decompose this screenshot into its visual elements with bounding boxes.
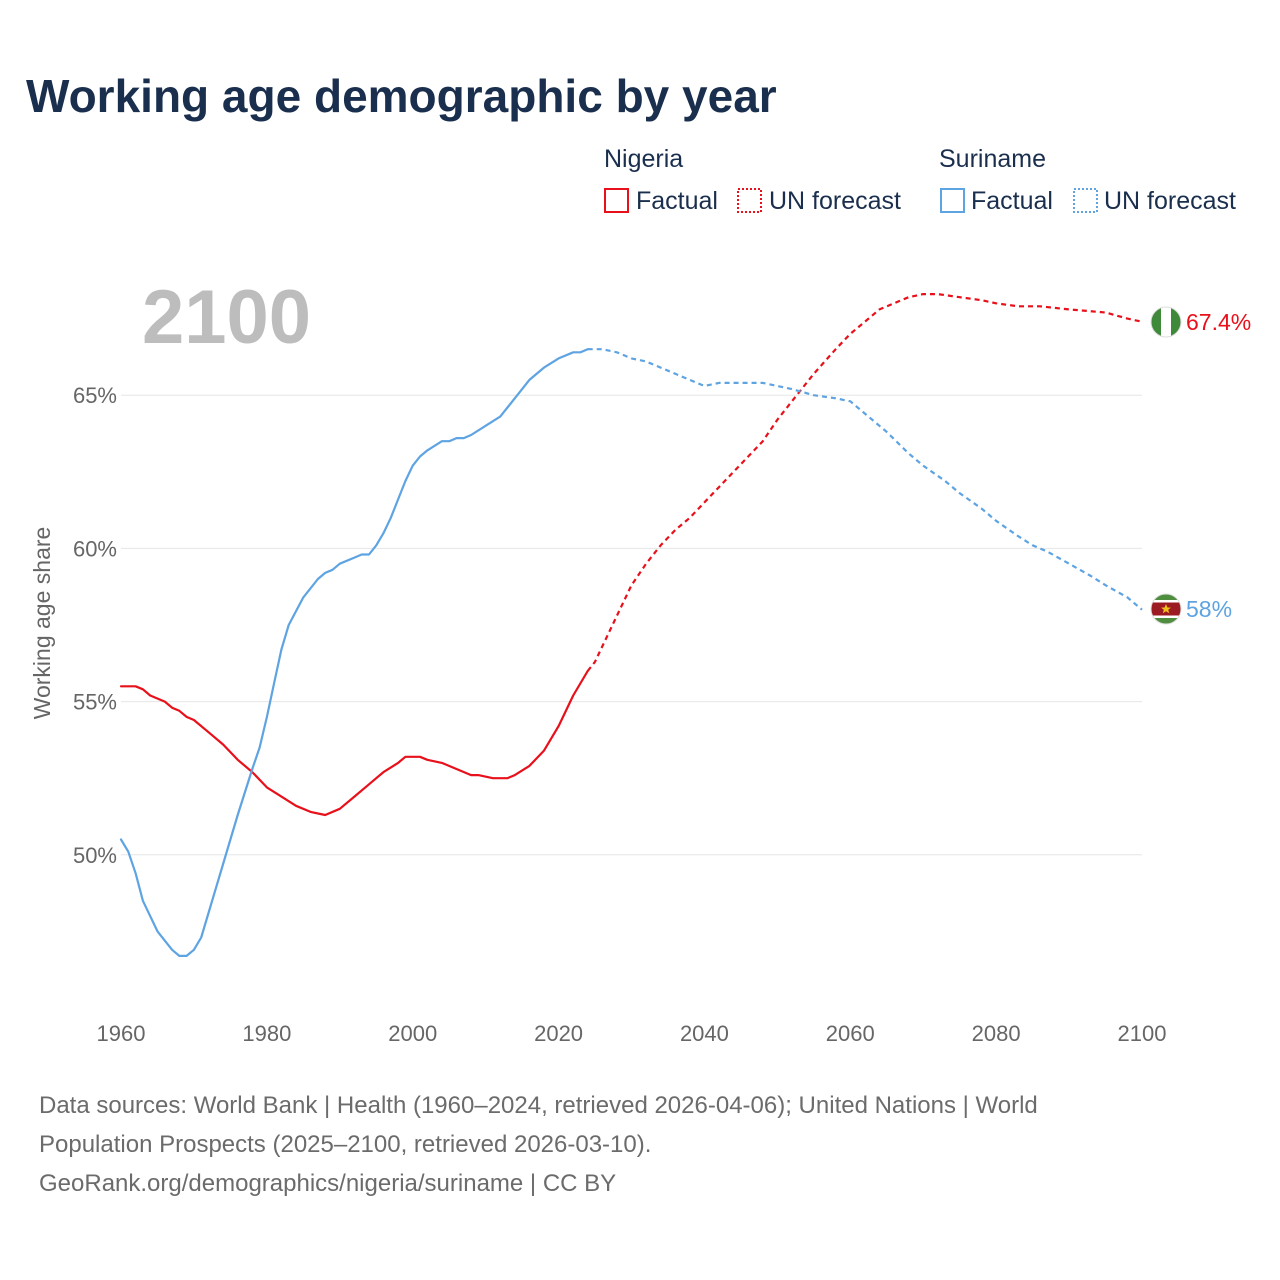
nigeria-flag-icon bbox=[1150, 306, 1182, 338]
axis-ticks: 50% 55% 60% 65% 1960 1980 2000 2020 2040 2060 2080… bbox=[73, 383, 1167, 1046]
source-line-3: GeoRank.org/demographics/nigeria/surinam… bbox=[39, 1170, 616, 1197]
suriname-end-value: 58% bbox=[1186, 596, 1232, 622]
y-tick-label-55: 55% bbox=[73, 690, 117, 715]
x-tick-label-2000: 2000 bbox=[388, 1021, 437, 1046]
source-line-2: Population Prospects (2025–2100, retriev… bbox=[39, 1131, 651, 1158]
x-tick-label-1960: 1960 bbox=[97, 1021, 146, 1046]
x-tick-label-2040: 2040 bbox=[680, 1021, 729, 1046]
suriname-flag-icon bbox=[1150, 593, 1182, 625]
legend-swatch-suriname-forecast bbox=[1073, 188, 1098, 213]
y-tick-label-65: 65% bbox=[73, 383, 117, 408]
x-tick-label-1980: 1980 bbox=[242, 1021, 291, 1046]
nigeria-forecast-line bbox=[586, 293, 1143, 672]
suriname-forecast-line bbox=[587, 348, 1143, 611]
x-tick-label-2080: 2080 bbox=[972, 1021, 1021, 1046]
legend-group-suriname: Suriname bbox=[939, 145, 1046, 173]
legend-swatch-nigeria-forecast bbox=[737, 188, 762, 213]
current-year-label: 2100 bbox=[142, 275, 311, 360]
legend-label-suriname-forecast: UN forecast bbox=[1104, 187, 1236, 215]
legend-label-nigeria-factual: Factual bbox=[636, 187, 718, 215]
chart-title: Working age demographic by year bbox=[26, 70, 777, 122]
nigeria-factual-line bbox=[119, 669, 589, 817]
legend-swatch-nigeria-factual bbox=[604, 188, 629, 213]
legend-swatch-suriname-factual bbox=[940, 188, 965, 213]
x-tick-label-2020: 2020 bbox=[534, 1021, 583, 1046]
suriname-factual-line bbox=[119, 348, 589, 958]
source-line-1: Data sources: World Bank | Health (1960–… bbox=[39, 1092, 1038, 1119]
y-tick-label-50: 50% bbox=[73, 843, 117, 868]
x-tick-label-2100: 2100 bbox=[1118, 1021, 1167, 1046]
grid-lines bbox=[121, 394, 1142, 856]
nigeria-end-value: 67.4% bbox=[1186, 309, 1251, 335]
y-tick-label-60: 60% bbox=[73, 536, 117, 561]
legend-label-suriname-factual: Factual bbox=[971, 187, 1053, 215]
legend-group-nigeria: Nigeria bbox=[604, 145, 683, 173]
series-lines bbox=[119, 293, 1143, 958]
x-tick-label-2060: 2060 bbox=[826, 1021, 875, 1046]
y-axis-label: Working age share bbox=[29, 527, 55, 720]
legend-label-nigeria-forecast: UN forecast bbox=[769, 187, 901, 215]
